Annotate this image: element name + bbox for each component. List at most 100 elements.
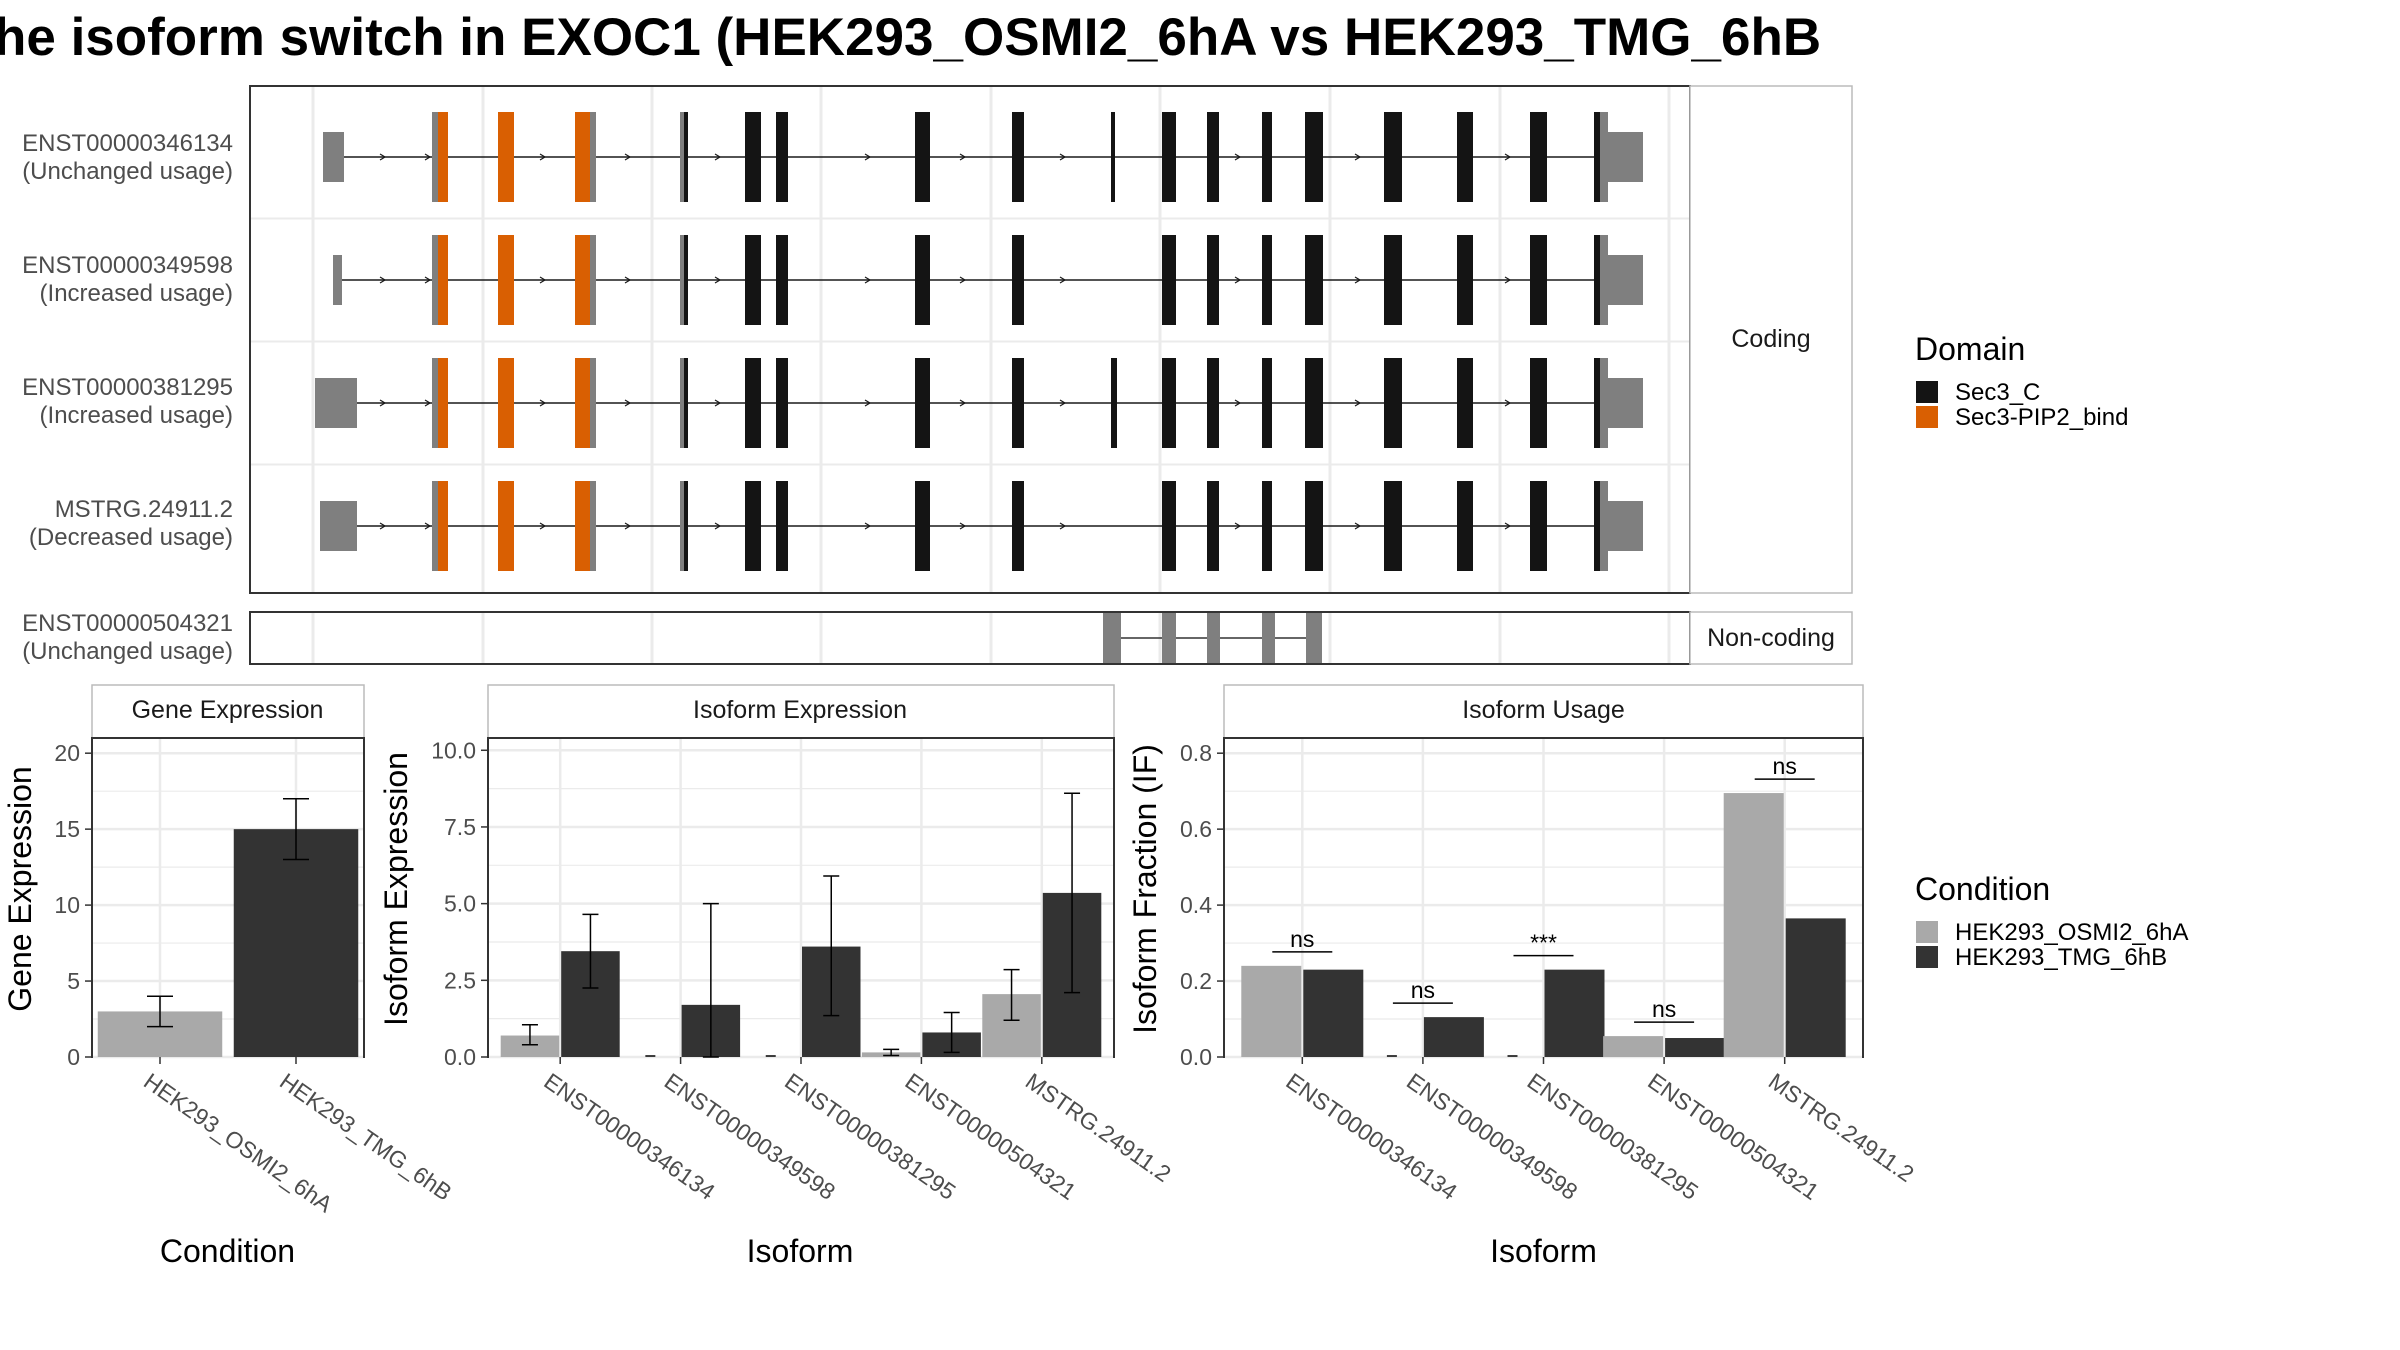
utr-exon [680,481,684,571]
domain-exon-sec3-c [1457,481,1473,571]
bar [1544,969,1605,1057]
domain-exon-sec3-c [1305,481,1323,571]
structure-coding-panel: Coding [249,85,1853,594]
y-tick-label: 0 [67,1044,80,1070]
strand-arrow [1234,399,1242,407]
strand-arrow [379,522,387,530]
strand-arrow [539,276,547,284]
utr-exon [590,358,596,448]
significance-label: ns [1290,926,1314,952]
y-tick-label: 5 [67,968,80,994]
domain-exon-sec3-c [776,358,788,448]
transcript-usage-label: (Increased usage) [40,402,233,429]
utr-exon [315,378,357,428]
y-tick-label: 0.0 [1180,1044,1212,1070]
strand-arrow [539,522,547,530]
legend-label-sec3-pip2-bind: Sec3-PIP2_bind [1955,404,2128,431]
legend-key-sec3-c [1916,381,1938,403]
domain-exon-sec3-c [915,112,930,202]
y-tick-label: 0.4 [1180,892,1212,918]
y-tick-label: 0.0 [444,1044,476,1070]
noncoding-exon [1162,613,1176,663]
strand-arrow [714,522,722,530]
domain-exon-sec3-c [684,358,688,448]
noncoding-gridlines [311,613,1671,663]
figure-title: he isoform switch in EXOC1 (HEK293_OSMI2… [0,8,1821,67]
domain-legend: Domain Sec3_C Sec3-PIP2_bind [1915,331,2128,431]
gene-expression-panel-title: Gene Expression [132,696,324,724]
utr-exon [1600,358,1608,448]
noncoding-exon [1103,613,1121,663]
transcript-id-label: ENST00000381295 [22,374,233,401]
strand-arrow [714,399,722,407]
utr-exon [1608,132,1643,182]
transcript-labels: ENST00000346134 (Unchanged usage) ENST00… [22,130,233,665]
y-tick-label: 0.6 [1180,816,1212,842]
domain-exon-sec3-c [1384,112,1402,202]
transcript-usage-label: (Unchanged usage) [22,158,233,185]
coding-gridlines [251,87,1689,592]
bar [1241,965,1302,1057]
strand-arrow [1059,276,1067,284]
strand-arrow [624,522,632,530]
strand-arrow [1059,153,1067,161]
strand-arrow [379,153,387,161]
strand-arrow [539,153,547,161]
isoform-usage-panel-title: Isoform Usage [1462,696,1625,724]
strand-arrow [864,153,872,161]
utr-exon [320,501,357,551]
domain-exon-sec3-c [1111,112,1115,202]
noncoding-exon [1262,613,1275,663]
bar [500,1035,560,1057]
domain-exon-sec3-c [1162,235,1176,325]
domain-exon-sec3-c [915,481,930,571]
domain-exon-sec3-c [1305,358,1323,448]
noncoding-transcript-track [1103,613,1322,663]
domain-exon-sec3-pip2-bind [575,112,590,202]
domain-exon-sec3-c [1594,358,1600,448]
domain-exon-sec3-c [1305,235,1323,325]
domain-exon-sec3-c [1012,112,1024,202]
utr-exon [1608,378,1643,428]
transcript-model [333,235,1643,325]
strand-arrow [1059,399,1067,407]
utr-exon [1600,481,1608,571]
strand-arrow [1504,399,1512,407]
strand-arrow [1354,399,1362,407]
strand-arrow [624,399,632,407]
strand-arrow [624,153,632,161]
isoform-expression-x-axis-title: Isoform [747,1233,854,1269]
strand-arrow [1234,522,1242,530]
domain-exon-sec3-c [1530,358,1547,448]
strand-arrow [959,522,967,530]
utr-exon [1608,501,1643,551]
domain-exon-sec3-c [1384,481,1402,571]
strand-arrow [424,399,432,407]
strand-arrow [1354,153,1362,161]
domain-exon-sec3-c [745,235,761,325]
y-tick-label: 10.0 [431,737,476,763]
transcript-model [323,112,1643,202]
domain-exon-sec3-c [684,112,688,202]
strand-arrow [539,399,547,407]
noncoding-exon [1306,613,1322,663]
domain-exon-sec3-c [1012,235,1024,325]
utr-exon [432,481,438,571]
domain-exon-sec3-pip2-bind [498,481,514,571]
utr-exon [1608,255,1643,305]
domain-exon-sec3-c [1162,112,1176,202]
domain-exon-sec3-c [1207,112,1219,202]
gene-expression-x-axis-title: Condition [160,1233,295,1269]
domain-exon-sec3-c [745,358,761,448]
domain-exon-sec3-pip2-bind [498,112,514,202]
isoform-expression-panel: Isoform Expression Isoform Isoform Expre… [378,684,1176,1269]
domain-exon-sec3-pip2-bind [498,358,514,448]
utr-exon [680,112,684,202]
domain-exon-sec3-c [915,358,930,448]
domain-exon-sec3-pip2-bind [438,112,448,202]
transcript-id-label: ENST00000349598 [22,252,233,279]
utr-exon [1600,112,1608,202]
domain-exon-sec3-c [745,112,761,202]
bar [1423,1017,1484,1057]
